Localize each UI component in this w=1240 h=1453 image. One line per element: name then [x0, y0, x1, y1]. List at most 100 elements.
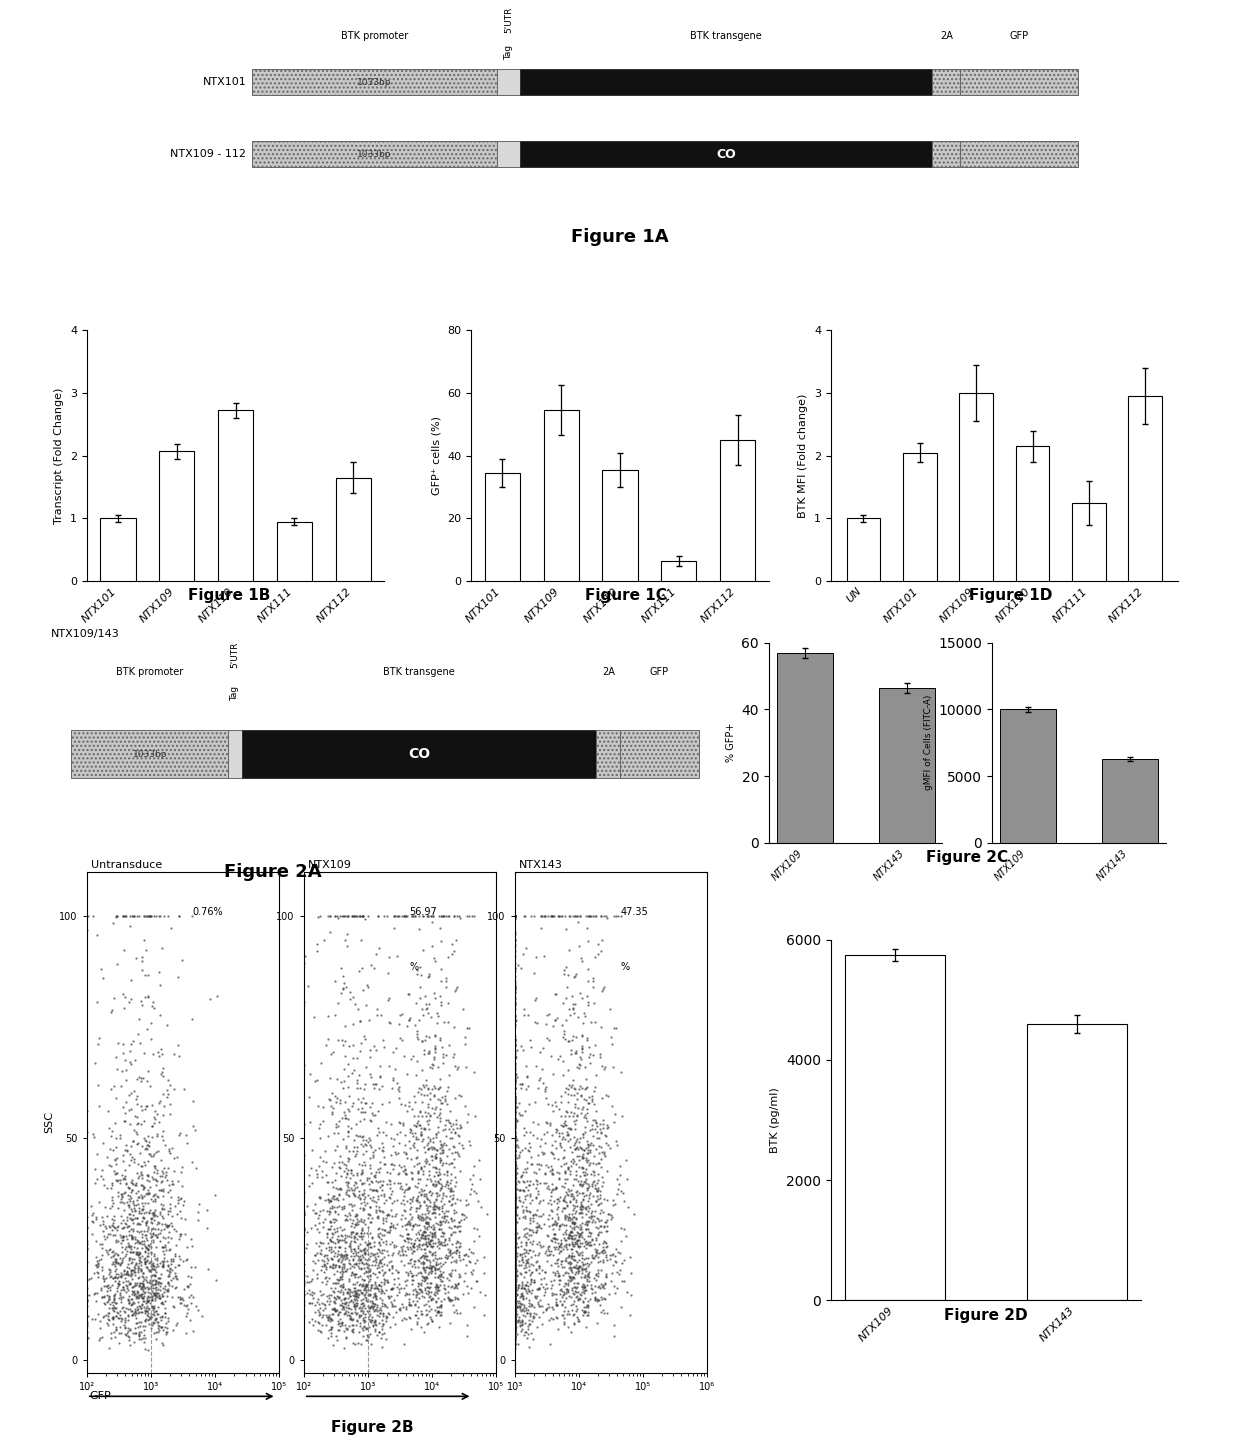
Point	[567, 1081, 587, 1104]
Point	[126, 1242, 146, 1266]
Point	[343, 905, 363, 928]
Point	[91, 1213, 110, 1237]
Point	[570, 1254, 590, 1277]
Point	[352, 1219, 372, 1242]
Point	[448, 1238, 467, 1261]
Point	[308, 1263, 327, 1286]
Point	[357, 1167, 377, 1190]
Point	[332, 1311, 352, 1334]
Point	[145, 1289, 165, 1312]
Point	[527, 1173, 547, 1196]
Point	[418, 905, 438, 928]
Point	[505, 1308, 525, 1331]
Point	[444, 1016, 464, 1039]
Point	[373, 1238, 393, 1261]
Point	[430, 1029, 450, 1052]
Point	[546, 1261, 565, 1284]
Point	[128, 1237, 148, 1260]
Point	[505, 905, 525, 928]
Point	[557, 1167, 577, 1190]
Point	[108, 1263, 128, 1286]
Point	[197, 1216, 217, 1239]
Point	[347, 1289, 367, 1312]
Point	[414, 1117, 434, 1141]
Point	[435, 1234, 455, 1257]
Point	[505, 1165, 525, 1189]
Point	[505, 1194, 525, 1218]
Point	[506, 1308, 526, 1331]
Point	[505, 1180, 525, 1203]
Point	[430, 915, 450, 939]
Point	[149, 1210, 169, 1234]
Point	[444, 1293, 464, 1316]
Point	[167, 1202, 187, 1225]
Point	[505, 1286, 525, 1309]
Point	[417, 1196, 436, 1219]
Point	[407, 1213, 427, 1237]
Point	[342, 1302, 362, 1325]
Point	[505, 1251, 525, 1274]
Point	[575, 1279, 595, 1302]
Point	[520, 1295, 539, 1318]
Point	[564, 1210, 584, 1234]
Point	[131, 1293, 151, 1316]
Point	[136, 1292, 156, 1315]
Point	[449, 905, 469, 928]
Point	[412, 1271, 432, 1295]
Point	[583, 905, 603, 928]
Point	[505, 975, 525, 998]
Point	[145, 1183, 165, 1206]
Point	[99, 1260, 119, 1283]
Point	[505, 1228, 525, 1251]
Point	[563, 1184, 583, 1207]
Point	[332, 1245, 352, 1268]
Point	[402, 1264, 422, 1287]
Point	[351, 1210, 371, 1234]
Point	[505, 1162, 525, 1186]
Point	[505, 1273, 525, 1296]
Point	[517, 1228, 537, 1251]
Point	[505, 1106, 525, 1129]
Point	[425, 1077, 445, 1100]
Point	[156, 1215, 176, 1238]
Point	[435, 1113, 455, 1136]
Point	[361, 1196, 381, 1219]
Point	[327, 1267, 347, 1290]
Point	[517, 1170, 537, 1193]
Point	[398, 1231, 418, 1254]
Point	[428, 1299, 448, 1322]
Point	[438, 1267, 458, 1290]
Point	[505, 1205, 525, 1228]
Point	[548, 1241, 568, 1264]
Point	[353, 1238, 373, 1261]
Point	[351, 1225, 371, 1248]
Text: GFP: GFP	[1009, 31, 1028, 41]
Point	[553, 1064, 573, 1087]
Point	[114, 1167, 134, 1190]
Point	[362, 1292, 382, 1315]
Point	[97, 1312, 117, 1335]
Point	[559, 1244, 579, 1267]
Point	[575, 905, 595, 928]
Point	[388, 1280, 408, 1303]
Point	[505, 1295, 525, 1318]
Point	[321, 1235, 341, 1258]
Point	[379, 1055, 399, 1078]
Text: Figure 2D: Figure 2D	[944, 1308, 1028, 1322]
Point	[294, 1252, 314, 1276]
Point	[120, 1271, 140, 1295]
Point	[345, 1144, 365, 1167]
Point	[351, 1299, 371, 1322]
Point	[563, 1194, 583, 1218]
Point	[128, 1244, 148, 1267]
Point	[138, 1238, 157, 1261]
Point	[407, 1197, 427, 1221]
Point	[575, 1164, 595, 1187]
Point	[505, 1279, 525, 1302]
Point	[374, 1152, 394, 1175]
Point	[365, 1284, 384, 1308]
Point	[131, 989, 151, 1013]
Point	[303, 1314, 322, 1337]
Point	[432, 1268, 451, 1292]
Point	[353, 1183, 373, 1206]
